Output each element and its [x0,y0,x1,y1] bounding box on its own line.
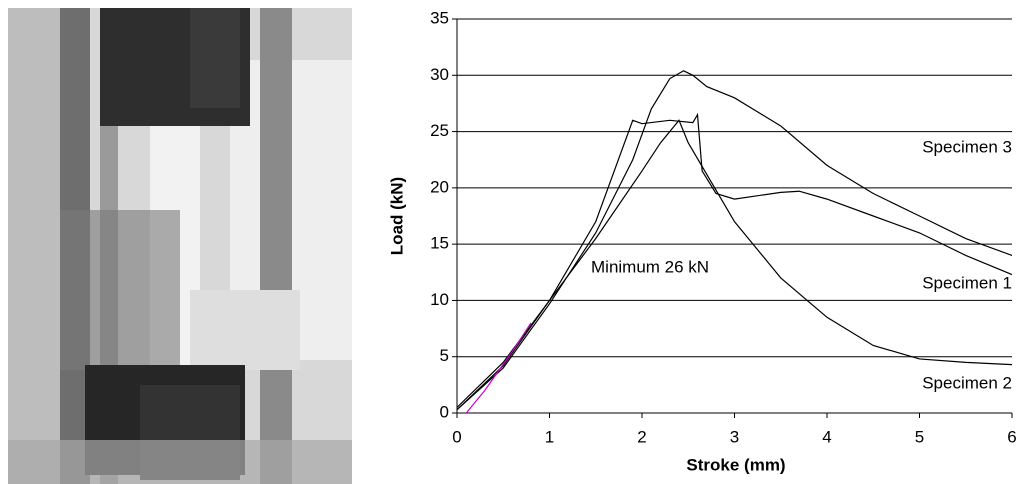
y-tick-label: 0 [440,402,449,421]
x-axis-label: Stroke (mm) [686,455,785,474]
y-tick-label: 10 [430,290,449,309]
annotation: Minimum 26 kN [591,257,709,276]
line-series [465,322,532,414]
x-tick-label: 5 [915,427,924,446]
y-tick-label: 35 [430,8,449,27]
photo [8,8,352,484]
y-tick-label: 20 [430,177,449,196]
x-tick-label: 1 [545,427,554,446]
annotation: Specimen 3 [922,137,1012,156]
y-tick-label: 30 [430,65,449,84]
x-tick-label: 4 [822,427,831,446]
y-tick-label: 15 [430,234,449,253]
x-tick-label: 0 [452,427,461,446]
line-series [456,70,1013,411]
x-tick-label: 3 [730,427,739,446]
annotation: Specimen 1 [922,273,1012,292]
line-series [456,112,1013,411]
y-tick-label: 5 [440,346,449,365]
x-tick-label: 6 [1007,427,1016,446]
x-tick-label: 2 [637,427,646,446]
y-axis-label: Load (kN) [387,177,406,255]
annotation: Specimen 2 [922,373,1012,392]
y-tick-label: 25 [430,121,449,140]
line-series [456,119,1013,408]
